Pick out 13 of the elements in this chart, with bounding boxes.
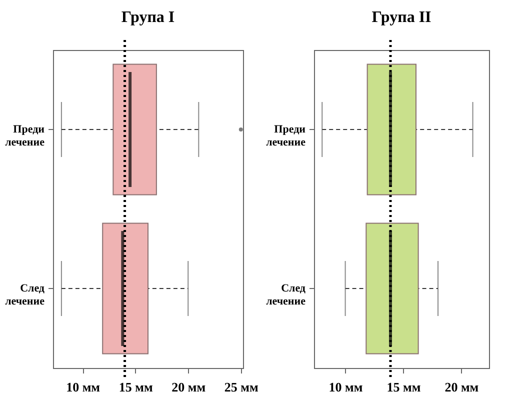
x-tick-label: 15 мм: [386, 380, 421, 394]
y-tick-label: Преди лечение: [5, 124, 46, 148]
x-tick-label: 20 мм: [444, 380, 479, 394]
x-tick-label: 25 мм: [224, 380, 259, 394]
x-tick-label: 20 мм: [172, 380, 206, 394]
x-tick-label: 10 мм: [66, 380, 100, 394]
y-tick-label: Преди лечение: [266, 124, 306, 148]
x-tick-label: 10 мм: [328, 380, 363, 394]
chart-title: Група I: [121, 8, 175, 26]
y-tick-label: След лечение: [266, 282, 306, 308]
chart-title: Група II: [372, 8, 432, 26]
y-tick-label: След лечение: [5, 282, 45, 308]
x-tick-label: 15 мм: [118, 380, 153, 394]
